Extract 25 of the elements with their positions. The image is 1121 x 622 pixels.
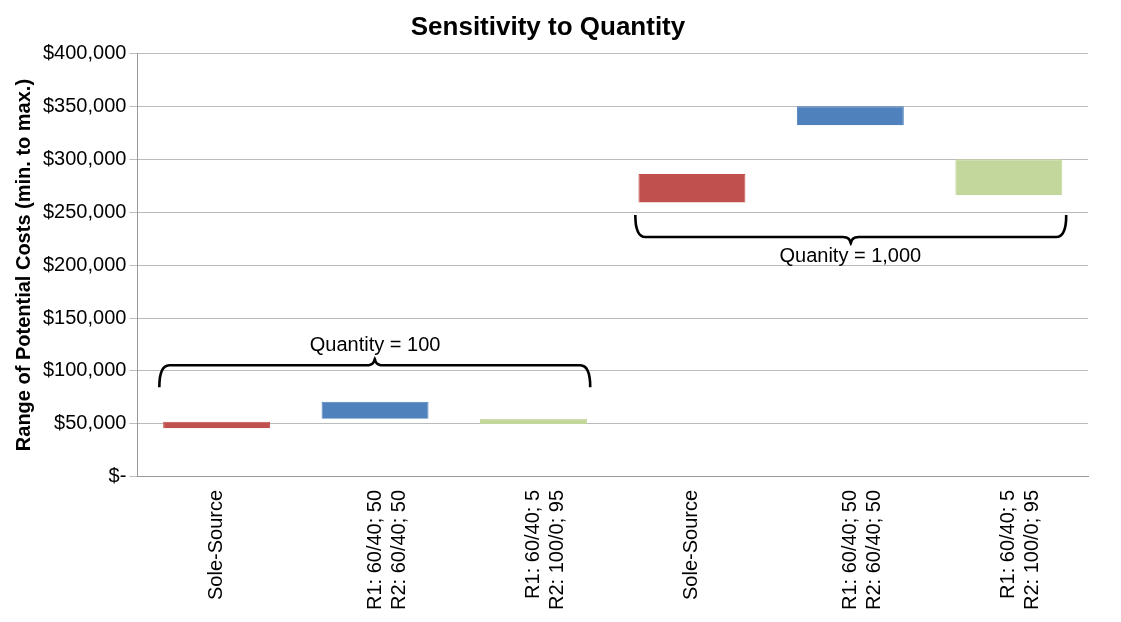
bar	[321, 401, 429, 419]
chart-title: Sensitivity to Quantity	[410, 10, 686, 41]
x-tick-label: R1: 60/40; 5 R2: 100/0; 95	[521, 489, 568, 611]
annotation: Quantity = 100	[309, 333, 441, 356]
y-tick-label: $250,000	[43, 199, 127, 222]
x-tick-label: Sole-Source	[204, 489, 227, 600]
x-tick-label: Sole-Source	[679, 489, 702, 600]
y-axis-title: Range of Potential Costs (min. to max.)	[11, 78, 34, 452]
annotation: Quanity = 1,000	[779, 244, 922, 267]
bar	[480, 418, 587, 424]
bar	[163, 421, 271, 429]
x-tick-label: R1: 60/40; 50 R2: 60/40; 50	[837, 489, 884, 611]
y-tick-label: $300,000	[43, 146, 127, 169]
y-tick-label: $200,000	[43, 252, 127, 275]
bar	[796, 106, 904, 126]
y-tick-label: $100,000	[43, 358, 127, 381]
bar	[955, 159, 1063, 196]
y-tick-label: $150,000	[43, 305, 127, 328]
y-tick-label: $400,000	[43, 40, 127, 63]
y-tick-label: $350,000	[43, 93, 127, 116]
x-tick-label: R1: 60/40; 5 R2: 100/0; 95	[996, 489, 1043, 611]
y-tick-label: $50,000	[54, 411, 127, 434]
x-tick-label: R1: 60/40; 50 R2: 60/40; 50	[362, 489, 409, 611]
y-tick-label: $-	[108, 464, 127, 487]
bar	[638, 173, 746, 203]
